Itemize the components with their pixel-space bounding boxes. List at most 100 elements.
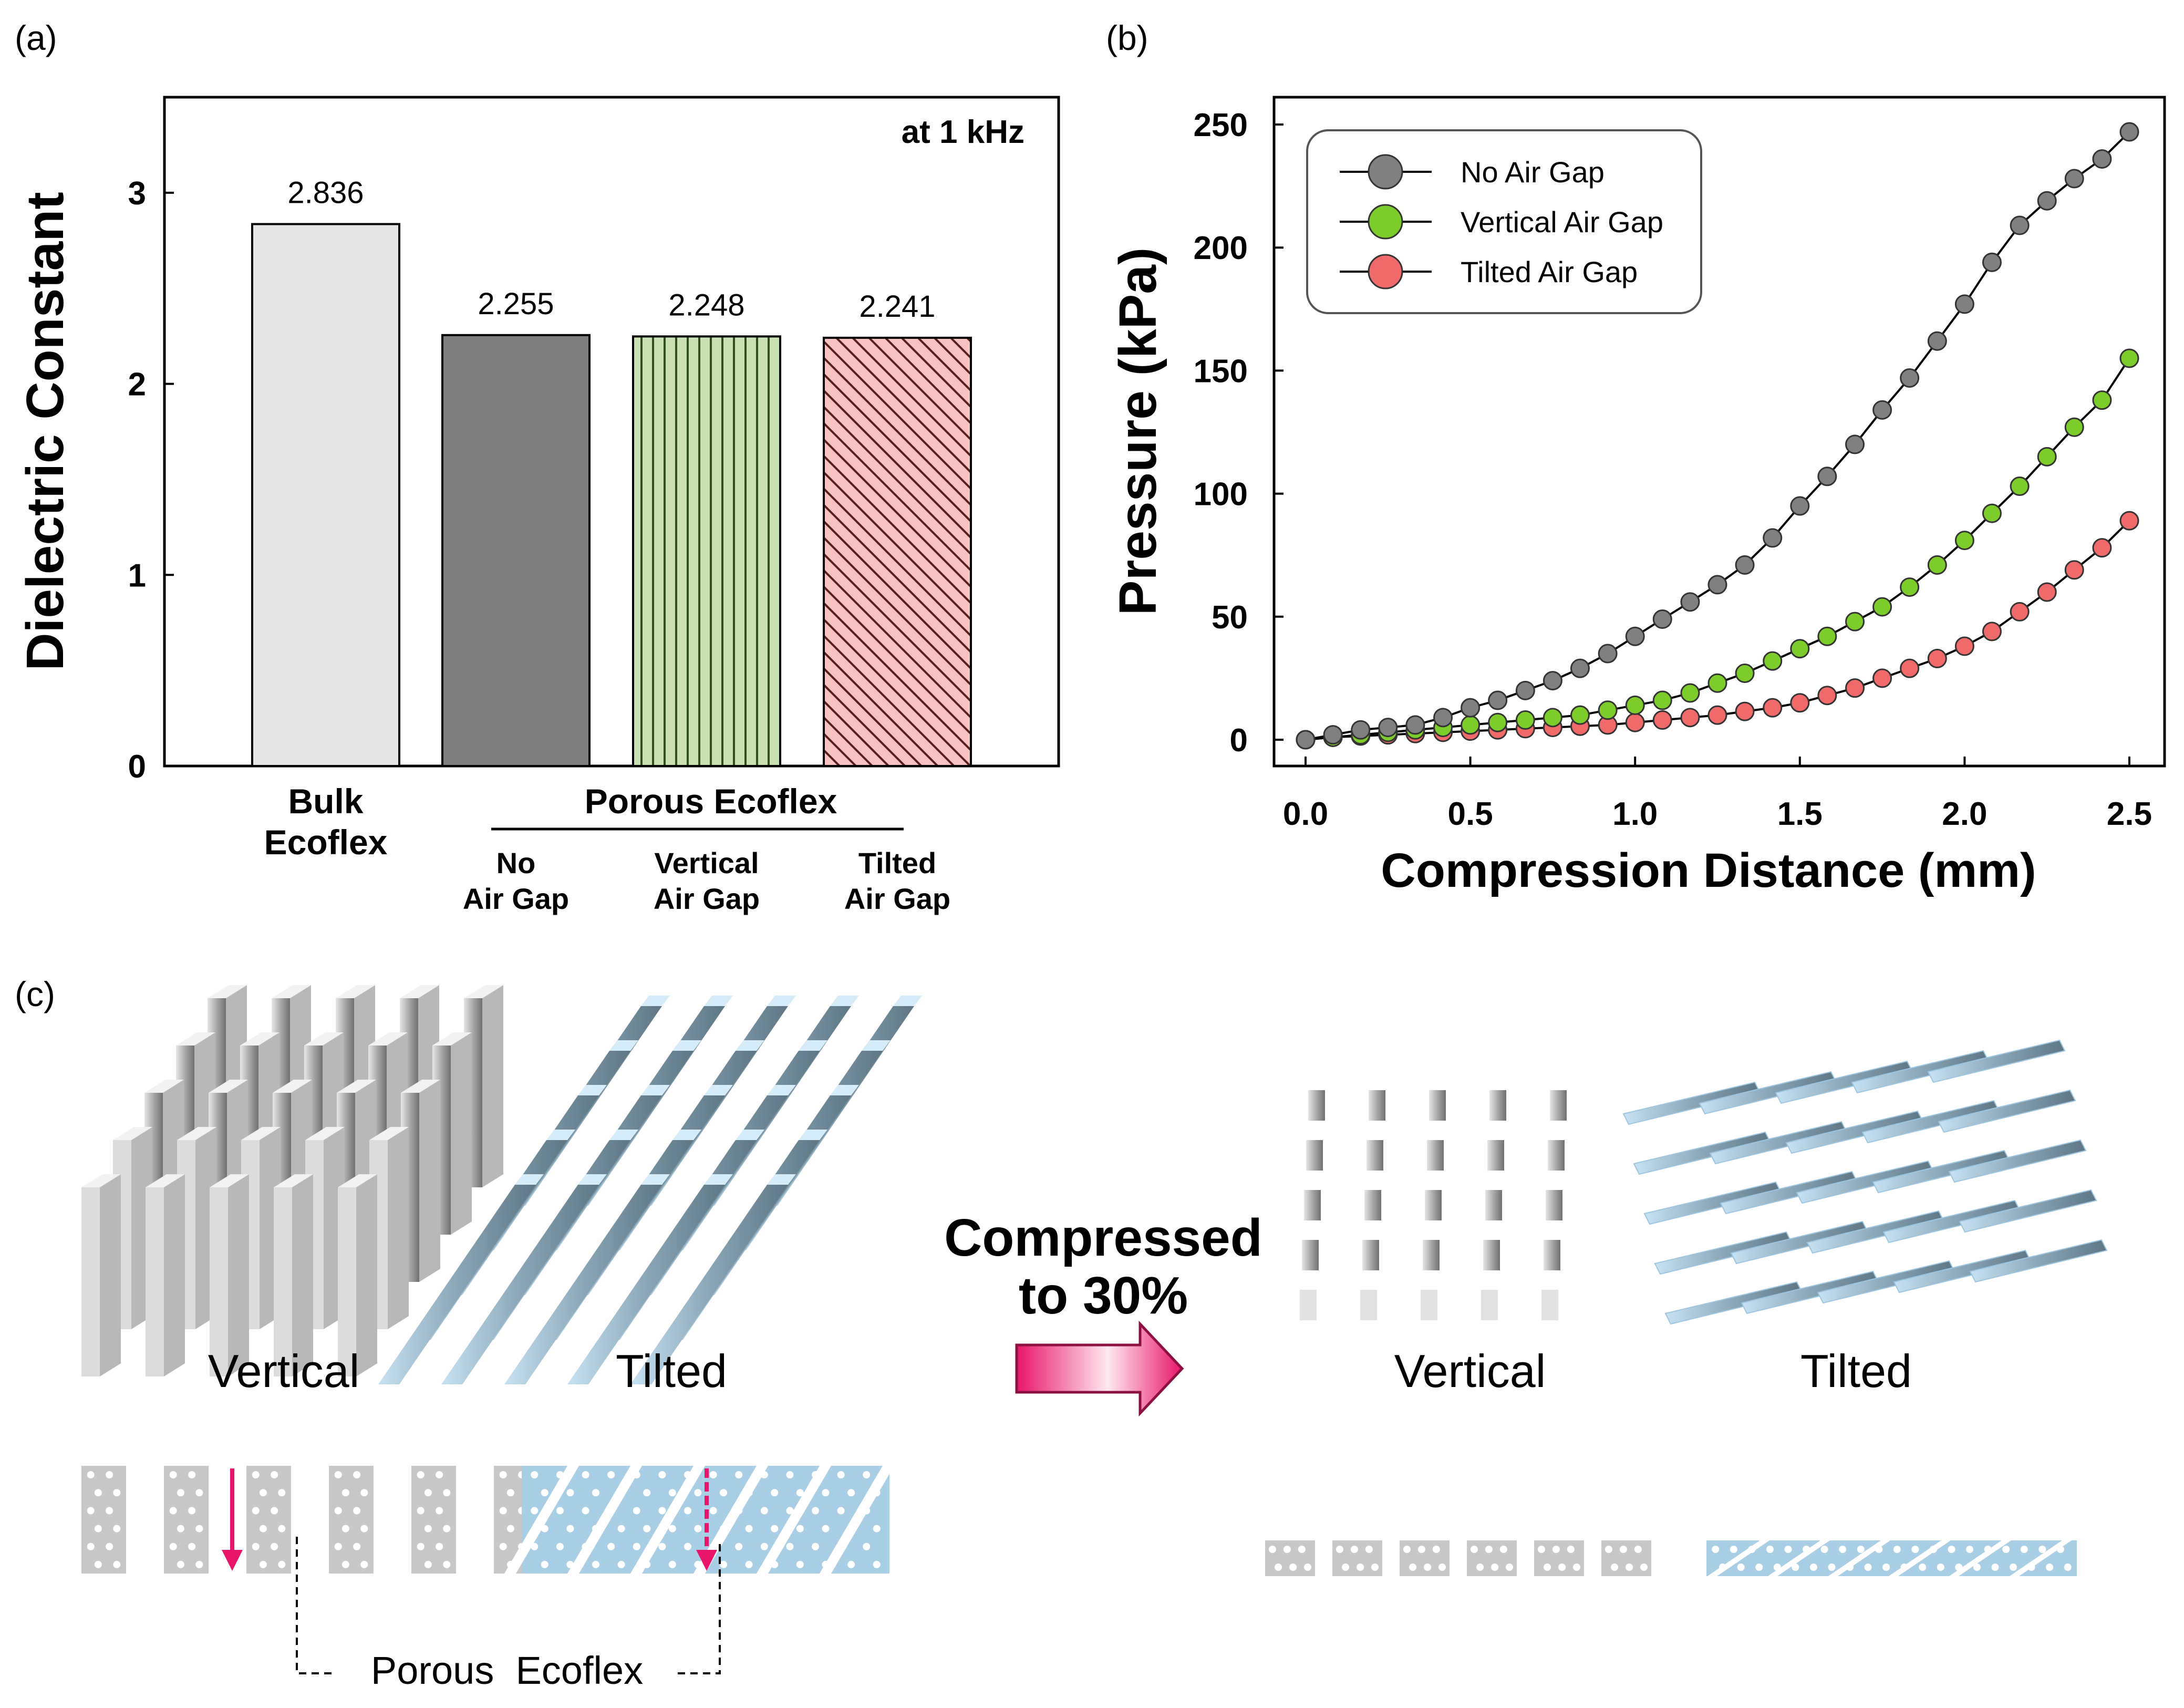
tilted-pillar-top [704,996,733,1006]
pore [360,1560,368,1568]
pore [1611,1564,1619,1571]
tilted-pillar-top [641,1174,670,1185]
pillar-side [164,1174,185,1376]
line-y-tick-label: 0 [1230,722,1248,759]
pore [436,1507,443,1515]
bar-category-label: Bulk [288,782,363,821]
data-point [2010,215,2030,235]
legend-marker [1368,154,1403,190]
data-point [1515,680,1535,700]
pore [271,1507,278,1515]
pore [786,1543,794,1550]
bar-category-label: Tilted [858,846,936,879]
pore [1857,1546,1865,1553]
tilted-pillar-top [578,1085,607,1095]
line-y-tick-label: 100 [1194,477,1248,513]
compressed-gap [1949,1540,2011,1576]
pore [668,1560,676,1568]
pore [837,1507,845,1515]
pore [353,1507,361,1515]
pore [847,1489,855,1497]
pore [582,1507,589,1515]
legend-box [1306,129,1702,314]
pore [873,1560,881,1568]
pore [709,1471,717,1479]
pore [1342,1564,1350,1571]
group-label-porous-ecoflex: Porous Ecoflex [585,782,837,821]
pore [822,1525,830,1533]
force-arrow-head [222,1550,243,1571]
data-point [1543,671,1562,691]
tilted-pillar-top [609,1040,638,1051]
pillar-top [241,1127,281,1140]
dielectric-bar-chart: 0 1 2 3 2.836 2.255 2.248 2.241 Dielectric Con… [16,96,1060,915]
pore [353,1543,361,1550]
pore [760,1543,768,1550]
pore [760,1507,768,1515]
pore [424,1489,432,1497]
data-point [1900,577,1920,597]
pore [271,1471,278,1479]
pore [1371,1564,1379,1571]
pore [1893,1546,1901,1553]
compressed-pillar [1550,1090,1567,1121]
pore [169,1543,177,1550]
compressed-label-line1: Compressed [944,1208,1262,1267]
panel-b-label: (b) [1106,18,1148,57]
pore [353,1471,361,1479]
tilted-pillar-top [862,1040,891,1051]
pore [334,1507,342,1515]
pore [607,1543,615,1550]
tilted-pillar-top [578,1174,607,1185]
data-point [1598,644,1618,664]
pillar-top [176,1032,215,1045]
legend-label: No Air Gap [1461,156,1605,189]
compressed-pillar [1423,1240,1440,1270]
pore [2020,1546,2028,1553]
compress-arrow [1015,1320,1184,1417]
pore [259,1525,267,1533]
cross-section-column [411,1466,456,1574]
data-point [1707,673,1727,693]
data-point [1872,597,1892,617]
pore [720,1560,728,1568]
pore [195,1525,203,1533]
pillar-top [240,1032,280,1045]
pillar-top [369,1127,409,1140]
pore [1470,1546,1478,1553]
pore [863,1543,871,1550]
pore [735,1543,743,1550]
bar-y-tick-label: 1 [128,557,146,594]
pore [113,1489,121,1497]
pore [169,1471,177,1479]
compressed-pillar [1429,1090,1446,1121]
data-point [1351,720,1371,740]
compressed-gap [1707,1540,1769,1576]
compressed-pillar [1362,1240,1379,1270]
pore [1499,1546,1507,1553]
pressure-line-chart: 0.0 0.5 1.0 1.5 2.0 2.5 0 50 100 150 200 250 Compre… [1109,96,2166,897]
bar-value-label: 2.836 [287,176,364,210]
tilted-structure-3d [378,996,922,1384]
compressed-pillar [1425,1190,1442,1220]
pore [668,1525,676,1533]
pore [771,1525,779,1533]
bar-plot-frame [163,96,1060,768]
pore [417,1471,425,1479]
pore [812,1543,820,1550]
pore [1991,1564,1999,1571]
data-point [1927,331,1947,351]
pore [334,1543,342,1550]
pore [531,1507,539,1515]
data-point [1954,294,1974,314]
pore [1619,1546,1627,1553]
pore [684,1543,691,1550]
tilted-cross-section-compressed [1706,1540,2077,1576]
pore [169,1507,177,1515]
tilted-pillar-top [830,1085,859,1095]
pore [106,1471,113,1479]
pore [1544,1564,1551,1571]
pore [252,1471,260,1479]
bar-y-tick-label: 3 [128,175,146,212]
porous-callout-lines [296,1537,721,1674]
